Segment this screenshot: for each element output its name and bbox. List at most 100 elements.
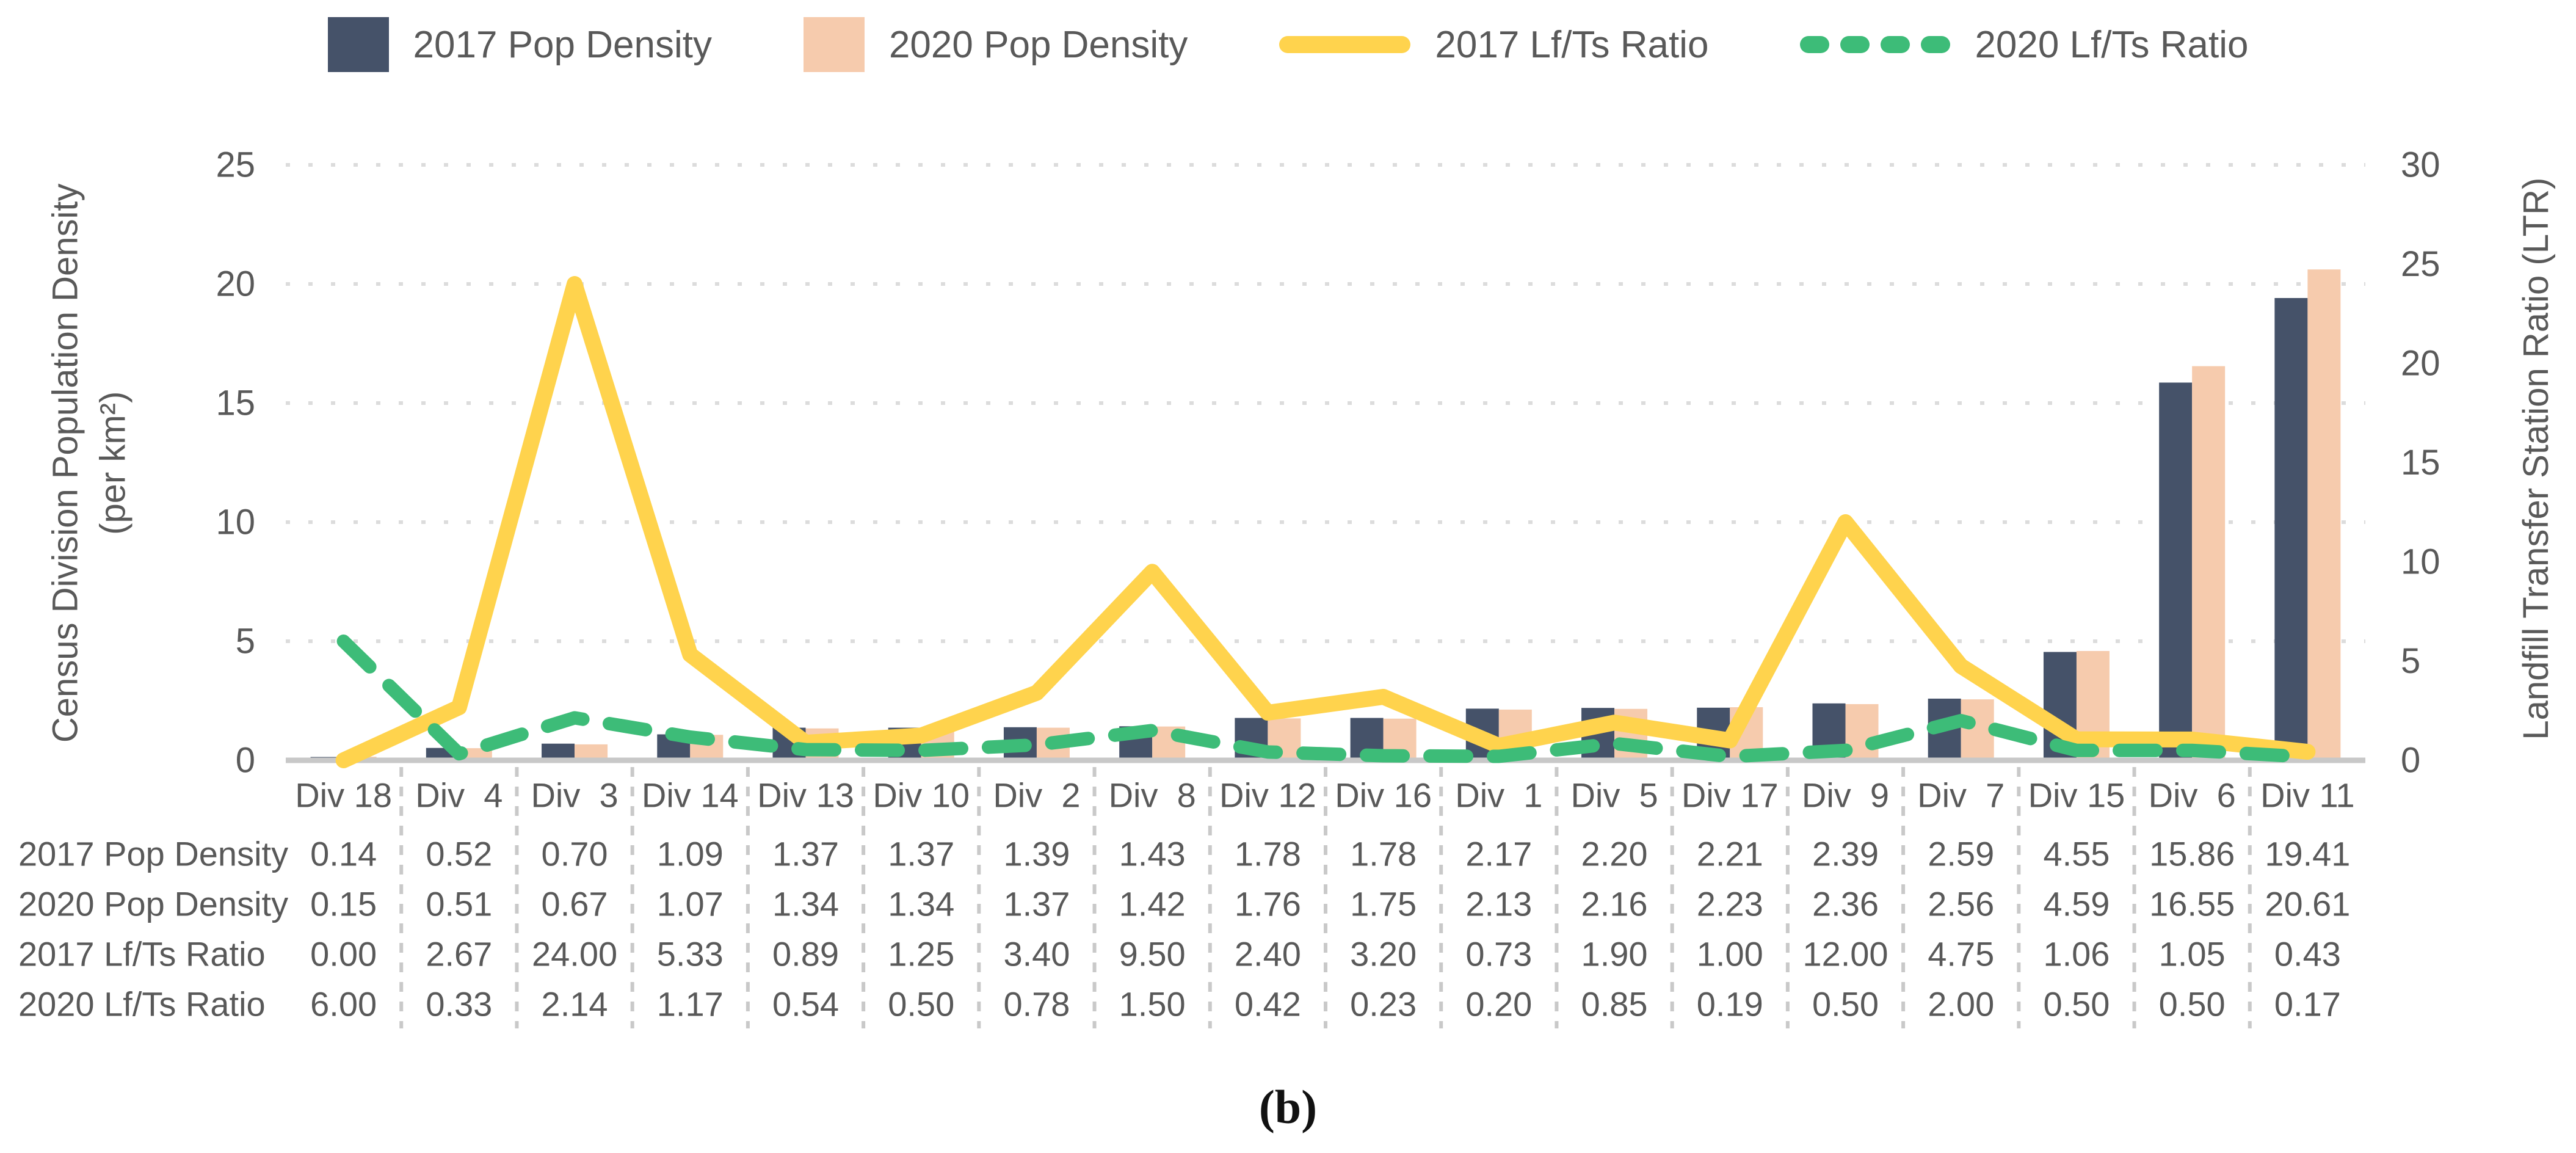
category-label: Div 14 [642,776,739,815]
left-axis-tick-label: 10 [216,503,255,542]
legend-item-1[interactable]: 2017 Pop Density [327,17,712,72]
bar [2307,269,2341,761]
table-cell: 0.43 [2274,935,2341,973]
legend-label: 2017 Pop Density [413,23,712,66]
table-cell: 1.90 [1581,935,1648,973]
dash-segment [1881,36,1910,53]
table-cell: 0.67 [542,885,608,923]
table-cell: 0.51 [426,885,492,923]
table-cell: 2.40 [1235,935,1301,973]
legend-line-swatch-icon [1279,36,1411,53]
bar [2274,298,2308,760]
table-row: 2017 Lf/Ts Ratio 0.00 2.67 24.00 5.33 0.89 1.2… [18,935,2341,973]
table-cell: 0.23 [1350,985,1417,1024]
table-cell: 0.20 [1465,985,1532,1024]
table-cell: 1.17 [657,985,724,1024]
category-label: Div 13 [757,776,854,815]
legend-item-4[interactable]: 2020 Lf/Ts Ratio [1800,23,2248,67]
category-label: Div 17 [1682,776,1779,815]
table-cell: 3.40 [1003,935,1070,973]
table-cell: 2.23 [1697,885,1763,923]
table-row-label: 2017 Pop Density [18,835,288,873]
category-label: Div 2 [993,776,1080,815]
table-cell: 1.39 [1003,835,1070,873]
legend-label: 2020 Pop Density [888,23,1188,66]
table-cell: 2.59 [1928,835,1994,873]
table-cell: 1.78 [1235,835,1301,873]
right-axis-tick-label: 10 [2401,542,2440,582]
right-axis-title: Landfill Transfer Station Ratio (LTR) [2516,177,2556,740]
table-cell: 3.20 [1350,935,1417,973]
category-label: Div 5 [1570,776,1658,815]
column-separators [399,767,2252,1028]
table-cell: 0.17 [2274,985,2341,1024]
table-cell: 6.00 [310,985,377,1024]
table-row-label: 2020 Lf/Ts Ratio [18,985,266,1024]
table-cell: 1.37 [1003,885,1070,923]
legend-item-2[interactable]: 2020 Pop Density [803,17,1188,72]
bar [2159,382,2193,760]
table-cell: 2.56 [1928,885,1994,923]
table-cell: 2.20 [1581,835,1648,873]
table-cell: 1.78 [1350,835,1417,873]
category-label: Div 10 [873,776,970,815]
left-axis-title: Census Division Population Density (per … [42,35,138,890]
line-series-2020-lf-ts-ratio [336,635,2315,764]
category-label: Div 18 [295,776,392,815]
table-cell: 0.50 [2043,985,2110,1024]
left-axis-tick-label: 20 [216,264,255,304]
table-cell: 0.78 [1003,985,1070,1024]
right-axis-tick-label: 25 [2401,244,2440,284]
left-axis-title-line1: Census Division Population Density [45,183,85,743]
dash-segment [1840,36,1870,53]
table-cell: 0.52 [426,835,492,873]
category-label: Div 8 [1109,776,1196,815]
category-label: Div 3 [531,776,618,815]
table-cell: 2.36 [1812,885,1879,923]
right-axis-tick-label: 20 [2401,344,2440,384]
table-cell: 1.43 [1119,835,1186,873]
legend-label: 2017 Lf/Ts Ratio [1435,23,1709,66]
table-cell: 0.70 [542,835,608,873]
table-cell: 2.13 [1465,885,1532,923]
right-axis-tick-label: 0 [2401,741,2420,780]
table-cell: 2.21 [1697,835,1763,873]
table-cell: 16.55 [2149,885,2235,923]
bar [2192,366,2226,760]
dash-segment [1800,36,1830,53]
left-axis-tick-label: 5 [236,622,255,661]
table-cell: 2.14 [542,985,608,1024]
left-axis-title-line2: (per km²) [93,391,133,535]
category-label: Div 16 [1335,776,1432,815]
table-cell: 0.50 [888,985,954,1024]
figure-caption: (b) [1258,1080,1318,1133]
table-row: 2020 Lf/Ts Ratio 6.00 0.33 2.14 1.17 0.54 0.50… [18,985,2341,1024]
table-cell: 20.61 [2265,885,2350,923]
table-cell: 2.67 [426,935,492,973]
table-cell: 0.33 [426,985,492,1024]
table-cell: 1.34 [888,885,954,923]
table-cell: 1.75 [1350,885,1417,923]
left-axis-tick-label: 15 [216,384,255,423]
table-row-label: 2020 Pop Density [18,885,288,923]
table-cell: 0.15 [310,885,377,923]
table-cell: 0.73 [1465,935,1532,973]
table-cell: 1.25 [888,935,954,973]
legend-dashed-line-swatch-icon [1800,36,1951,53]
table-cell: 15.86 [2149,835,2235,873]
left-axis-tick-label: 25 [216,145,255,185]
chart-legend: 2017 Pop Density 2020 Pop Density 2017 Lf/… [0,11,2576,78]
table-cell: 1.34 [772,885,839,923]
table-cell: 0.42 [1235,985,1301,1024]
table-cell: 0.50 [1812,985,1879,1024]
legend-item-3[interactable]: 2017 Lf/Ts Ratio [1279,23,1708,67]
right-axis-tick-label: 30 [2401,145,2440,185]
table-cell: 1.06 [2043,935,2110,973]
table-cell: 0.00 [310,935,377,973]
line-series-2017-lf-ts-ratio [335,276,2316,768]
bar [542,743,575,760]
table-cell: 4.55 [2043,835,2110,873]
table-cell: 1.09 [657,835,724,873]
table-row: 2020 Pop Density 0.15 0.51 0.67 1.07 1.34 1.34… [18,885,2350,923]
